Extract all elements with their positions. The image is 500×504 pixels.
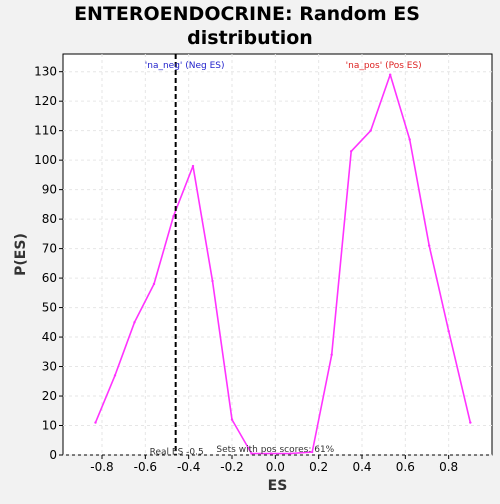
pos-scores-label: Sets with pos scores: 61% <box>216 445 334 455</box>
x-axis-label: ES <box>268 478 288 494</box>
data-point <box>172 214 175 218</box>
y-tick-label: 50 <box>42 301 57 315</box>
y-tick-label: 80 <box>42 212 57 226</box>
data-point <box>310 450 314 454</box>
pos-es-label: 'na_pos' (Pos ES) <box>346 61 422 71</box>
y-tick-label: 100 <box>34 153 57 167</box>
series-line <box>94 73 472 455</box>
data-point <box>469 421 472 424</box>
y-tick-label: 120 <box>34 94 57 108</box>
y-axis-label: P(ES) <box>13 233 29 276</box>
y-tick-label: 20 <box>42 389 57 403</box>
data-point <box>427 244 431 247</box>
data-point <box>152 282 156 286</box>
data-point <box>369 129 372 132</box>
data-point <box>289 452 292 455</box>
data-point <box>133 321 136 324</box>
data-point <box>447 329 450 333</box>
y-tick-label: 130 <box>34 65 57 79</box>
y-tick-label: 0 <box>49 448 57 462</box>
x-tick-label: 0.8 <box>439 460 458 474</box>
y-tick-label: 110 <box>34 124 57 138</box>
data-point <box>330 353 333 356</box>
x-tick-label: 0.2 <box>309 460 328 474</box>
data-point <box>191 164 195 168</box>
y-tick-label: 30 <box>42 360 57 374</box>
axis-ticks: -0.8 -0.6 -0.4 -0.2 0.0 0.2 0.4 0.6 0.8 0 10 20 30 40… <box>34 65 458 474</box>
data-point <box>94 421 97 424</box>
x-tick-label: -0.2 <box>220 460 243 474</box>
chart-title-line2: distribution <box>187 27 313 49</box>
data-point <box>388 73 392 76</box>
chart-title-line1: ENTEROENDOCRINE: Random ES <box>74 3 420 25</box>
x-tick-label: -0.4 <box>177 460 200 474</box>
plot-area <box>62 53 493 456</box>
data-point <box>230 418 234 421</box>
x-tick-label: 0.6 <box>396 460 415 474</box>
x-tick-label: -0.8 <box>90 460 113 474</box>
x-tick-label: 0.4 <box>352 460 371 474</box>
data-point <box>113 374 117 377</box>
y-tick-label: 90 <box>42 183 57 197</box>
data-point <box>408 138 411 141</box>
y-tick-label: 60 <box>42 271 57 285</box>
neg-es-label: 'na_neg' (Neg ES) <box>145 61 225 71</box>
y-tick-label: 40 <box>42 330 57 344</box>
data-point <box>250 452 253 455</box>
data-point <box>349 150 353 153</box>
grid <box>63 54 492 456</box>
real-es-label: Real ES -0.5 <box>150 448 204 458</box>
y-tick-label: 10 <box>42 419 57 433</box>
data-point <box>211 279 214 283</box>
x-tick-label: 0.0 <box>266 460 285 474</box>
series-layer <box>94 73 472 455</box>
data-point <box>269 452 273 455</box>
x-tick-label: -0.6 <box>134 460 157 474</box>
y-tick-label: 70 <box>42 242 57 256</box>
